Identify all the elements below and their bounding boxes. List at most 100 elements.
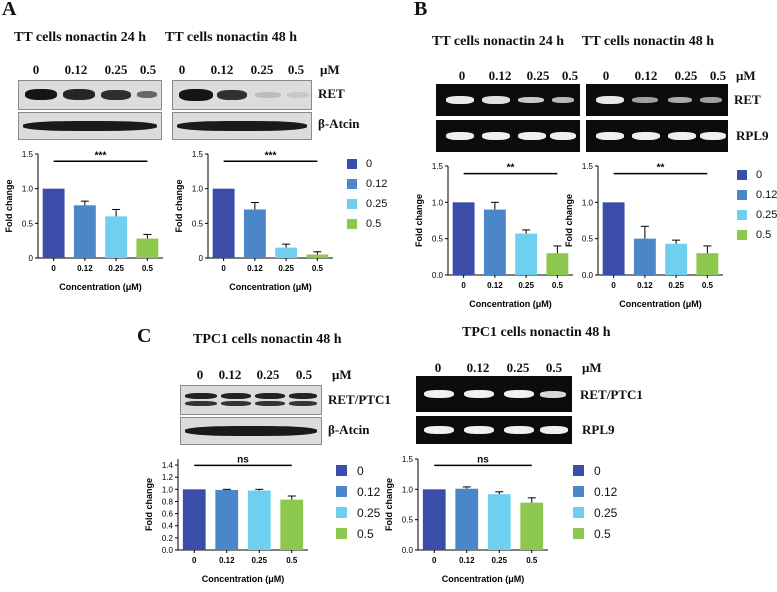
- x-tick-label: 0.12: [637, 281, 653, 290]
- legend-item: 0.12: [336, 481, 380, 502]
- label-retptc1-right: RET/PTC1: [580, 387, 643, 402]
- label-rpl9-c: RPL9: [582, 422, 615, 437]
- conc-label: 0.12: [488, 68, 512, 83]
- legend-item: 0.25: [347, 194, 387, 214]
- conc-label: 0.25: [256, 367, 280, 382]
- conc-label: 0.25: [506, 360, 530, 375]
- conc-label: 0.5: [545, 360, 563, 375]
- x-tick-label: 0.25: [278, 264, 294, 273]
- conc-label: 0.25: [526, 68, 550, 83]
- x-axis-label: Concentration (μM): [59, 282, 142, 292]
- panel-c-title-right: TPC1 cells nonactin 48 h: [462, 325, 611, 340]
- panel-b-concentrations: 0 0.12 0.25 0.5 0 0.12 0.25 0.5: [430, 68, 770, 88]
- y-tick-label: 1.2: [162, 473, 174, 482]
- legend-a: 0 0.12 0.25 0.5: [347, 154, 387, 234]
- blot-ret-24h: [18, 80, 162, 110]
- x-tick-label: 0.25: [108, 264, 124, 273]
- y-tick-label: 0.0: [402, 546, 414, 555]
- conc-label: 0: [32, 62, 40, 77]
- legend-item: 0.12: [347, 174, 387, 194]
- panel-a-concentrations: 0 0.12 0.25 0.5 0 0.12 0.25 0.5: [0, 62, 340, 82]
- x-tick-label: 0.5: [552, 281, 564, 290]
- x-tick-label: 0.25: [518, 281, 534, 290]
- bar: [243, 209, 266, 258]
- y-tick-label: 0.0: [162, 546, 174, 555]
- conc-label: 0.5: [287, 62, 305, 77]
- x-tick-label: 0: [51, 264, 56, 273]
- conc-label: 0.5: [709, 68, 727, 83]
- label-actin-c: β-Atcin: [328, 422, 370, 437]
- blot-actin-48h: [172, 112, 312, 140]
- x-tick-label: 0.25: [491, 556, 507, 565]
- conc-label: 0: [602, 68, 610, 83]
- y-tick-label: 0.0: [432, 271, 444, 280]
- bar: [515, 233, 538, 275]
- blot-retptc1-tpc1: [180, 385, 322, 415]
- unit-label: μM: [582, 360, 602, 375]
- significance-label: **: [657, 163, 665, 174]
- significance-label: ns: [477, 454, 489, 465]
- bar: [633, 238, 656, 275]
- y-axis-label: Fold change: [144, 478, 154, 531]
- y-tick-label: 0.8: [162, 497, 174, 506]
- x-axis-label: Concentration (μM): [202, 574, 285, 584]
- bar: [452, 202, 475, 275]
- chart-c1: 0.0 0.2 0.4 0.6 0.8 1.0 1.2 1.4 0 0.12 0.25 0.5 ns Co…: [144, 454, 308, 584]
- bar: [73, 205, 96, 258]
- panel-letter-c: C: [137, 325, 152, 347]
- x-axis-label: Concentration (μM): [469, 299, 552, 309]
- y-tick-label: 0.5: [582, 235, 594, 244]
- conc-label: 0: [458, 68, 466, 83]
- panel-b-title-48h: TT cells nonactin 48 h: [582, 34, 714, 49]
- legend-item: 0.5: [347, 214, 387, 234]
- gel-retptc1-tpc1: [416, 376, 572, 412]
- bar: [306, 254, 329, 258]
- y-tick-label: 0.5: [22, 219, 34, 228]
- chart-b2: 0.0 0.5 1.0 1.5 0 0.12 0.25 0.5 ** Concentration …: [564, 162, 723, 309]
- conc-label: 0.12: [64, 62, 88, 77]
- chart-a1: 0 0.5 1.0 1.5 0 0.12 0.25 0.5 *** Concentration (…: [4, 150, 163, 292]
- chart-a2: 0 0.5 1.0 1.5 0 0.12 0.25 0.5 *** Concentration (…: [174, 150, 333, 292]
- conc-label: 0: [178, 62, 186, 77]
- y-tick-label: 1.0: [432, 198, 444, 207]
- panel-c-left-concentrations: 0 0.12 0.25 0.5: [180, 367, 380, 387]
- x-tick-label: 0: [221, 264, 226, 273]
- y-tick-label: 1.0: [402, 485, 414, 494]
- conc-label: 0.25: [674, 68, 698, 83]
- bar: [487, 494, 511, 550]
- label-retptc1: RET/PTC1: [328, 392, 391, 407]
- bar: [105, 216, 128, 258]
- bar: [182, 489, 206, 550]
- label-actin: β-Atcin: [318, 116, 360, 131]
- conc-label: 0.25: [250, 62, 274, 77]
- y-tick-label: 1.5: [582, 162, 594, 171]
- conc-label: 0.25: [104, 62, 128, 77]
- panel-letter-a: A: [2, 0, 17, 20]
- y-tick-label: 0.5: [192, 219, 204, 228]
- legend-item: 0: [737, 165, 777, 185]
- x-axis-label: Concentration (μM): [619, 299, 702, 309]
- bar: [42, 188, 65, 258]
- x-tick-label: 0.5: [142, 264, 154, 273]
- legend-item: 0.25: [737, 205, 777, 225]
- y-tick-label: 1.0: [582, 198, 594, 207]
- x-tick-label: 0: [432, 556, 437, 565]
- legend-b: 0 0.12 0.25 0.5: [737, 165, 777, 245]
- bar: [247, 490, 271, 550]
- x-tick-label: 0.5: [312, 264, 324, 273]
- x-tick-label: 0.12: [219, 556, 235, 565]
- y-axis-label: Fold change: [414, 194, 424, 247]
- x-tick-label: 0.5: [286, 556, 298, 565]
- bar: [280, 499, 304, 550]
- blot-actin-tpc1: [180, 417, 322, 445]
- bar: [546, 253, 569, 275]
- y-axis-label: Fold change: [174, 179, 184, 232]
- legend-item: 0.12: [737, 185, 777, 205]
- y-tick-label: 0: [29, 254, 34, 263]
- legend-item: 0.5: [336, 523, 380, 544]
- panel-c-right-concentrations: 0 0.12 0.25 0.5: [408, 360, 608, 380]
- y-tick-label: 1.4: [162, 461, 174, 470]
- x-axis-label: Concentration (μM): [229, 282, 312, 292]
- label-rpl9-b: RPL9: [736, 128, 769, 143]
- y-tick-label: 0.6: [162, 510, 174, 519]
